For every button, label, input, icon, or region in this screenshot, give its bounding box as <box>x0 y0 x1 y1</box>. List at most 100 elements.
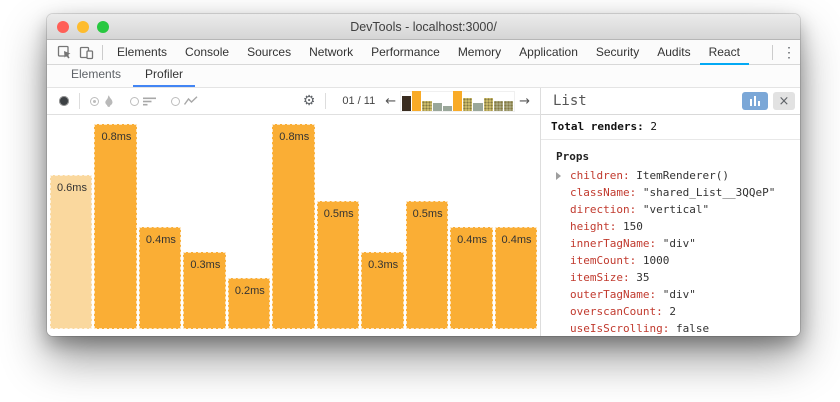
snapshot-mini-bar-6[interactable] <box>453 90 463 111</box>
subtab-profiler[interactable]: Profiler <box>133 64 196 87</box>
interactions-radio[interactable] <box>171 96 180 106</box>
total-renders-row: Total renders: 2 <box>541 115 800 140</box>
bar-chart-icon <box>758 101 760 106</box>
toolbar-divider <box>325 93 327 109</box>
prop-row-useIsScrolling: useIsScrolling: false <box>541 320 800 336</box>
close-panel-button[interactable]: × <box>773 92 795 110</box>
prop-key: innerTagName: <box>570 237 663 250</box>
snapshot-mini-bar-5[interactable] <box>442 105 453 111</box>
commit-bar-7[interactable]: 0.5ms <box>316 201 360 329</box>
snapshot-mini-bar-3[interactable] <box>422 100 432 111</box>
tab-console[interactable]: Console <box>185 44 230 59</box>
device-toolbar-icon[interactable] <box>75 40 97 65</box>
commit-bar-label: 0.6ms <box>57 182 87 194</box>
prop-row-children[interactable]: children: ItemRenderer() <box>541 167 800 184</box>
snapshot-mini-bar-11[interactable] <box>503 100 514 111</box>
props-list: children: ItemRenderer() className: "shar… <box>541 167 800 336</box>
react-subtab-bar: Elements Profiler <box>47 65 800 88</box>
total-renders-label: Total renders: <box>551 120 644 133</box>
snapshot-counter: 01 / 11 <box>342 95 376 107</box>
commit-bar-chart: 0.6ms 0.8ms 0.4ms 0.3ms 0.2ms 0.8ms 0.5ms 0.3ms… <box>47 115 540 336</box>
zoom-window-button[interactable] <box>97 21 109 33</box>
subtabs-container: Elements Profiler <box>59 64 196 87</box>
flamegraph-view-option[interactable] <box>90 95 115 108</box>
prop-key: overscanCount: <box>570 305 670 318</box>
prop-key: direction: <box>570 203 643 216</box>
commit-bar-8[interactable]: 0.3ms <box>361 252 404 329</box>
prop-row-itemCount: itemCount: 1000 <box>541 252 800 269</box>
snapshot-mini-bar-7[interactable] <box>463 97 473 111</box>
snapshot-mini-bar-10[interactable] <box>493 100 503 111</box>
snapshot-mini-bar-8[interactable] <box>473 102 483 111</box>
tab-sources[interactable]: Sources <box>247 44 292 59</box>
commit-bar-6[interactable]: 0.8ms <box>272 124 315 329</box>
prop-value: 35 <box>636 271 650 284</box>
ranked-radio[interactable] <box>130 96 139 106</box>
next-snapshot-arrow-icon[interactable]: → <box>519 93 530 109</box>
tab-memory[interactable]: Memory <box>457 44 502 59</box>
commit-bar-10[interactable]: 0.4ms <box>450 227 493 329</box>
tab-audits[interactable]: Audits <box>657 44 691 59</box>
tabs-container: Elements Console Sources Network Performance… <box>108 40 749 65</box>
snapshot-strip[interactable] <box>400 90 516 112</box>
tab-elements[interactable]: Elements <box>117 44 168 59</box>
minimize-window-button[interactable] <box>77 21 89 33</box>
flamegraph-radio[interactable] <box>90 96 99 106</box>
ranked-view-option[interactable] <box>130 96 156 107</box>
snapshot-mini-bar-4[interactable] <box>432 102 442 111</box>
prop-value: "vertical" <box>642 203 710 216</box>
commit-bar-9[interactable]: 0.5ms <box>405 201 449 329</box>
subtab-elements[interactable]: Elements <box>71 67 122 81</box>
devtools-tab-bar: Elements Console Sources Network Performance… <box>47 40 800 65</box>
prop-key: height: <box>570 220 623 233</box>
inspect-element-icon[interactable] <box>53 40 75 65</box>
toolbar-divider <box>102 44 103 60</box>
commit-bar-label: 0.3ms <box>190 259 221 271</box>
close-window-button[interactable] <box>57 21 69 33</box>
tab-performance[interactable]: Performance <box>371 44 440 59</box>
interactions-chart-icon <box>184 96 198 106</box>
titlebar[interactable]: DevTools - localhost:3000/ <box>47 14 800 40</box>
snapshot-mini-bar-9[interactable] <box>483 97 493 111</box>
commit-bar-label: 0.4ms <box>145 234 176 246</box>
commit-bar-label: 0.3ms <box>368 259 399 271</box>
profiler-pane: ⚙ 01 / 11 ← → 0.6ms 0.8ms 0.4ms 0.3ms 0.2ms 0… <box>47 88 540 336</box>
commit-bar-4[interactable]: 0.3ms <box>183 252 226 329</box>
expand-triangle-icon[interactable] <box>556 172 561 180</box>
tab-network[interactable]: Network <box>309 44 354 59</box>
commit-bar-1[interactable]: 0.6ms <box>50 175 93 329</box>
prop-key: outerTagName: <box>570 288 663 301</box>
overflow-menu-icon[interactable]: ⋮ <box>782 43 796 60</box>
prev-snapshot-arrow-icon[interactable]: ← <box>385 93 397 109</box>
props-section-label: Props <box>556 150 590 163</box>
gear-icon[interactable]: ⚙ <box>302 93 316 109</box>
tab-react[interactable]: React <box>699 40 749 65</box>
interactions-view-option[interactable] <box>171 96 198 106</box>
ranked-chart-icon <box>143 96 156 107</box>
commit-bar-label: 0.4ms <box>501 234 532 246</box>
record-button[interactable] <box>59 96 69 106</box>
commit-bar-label: 0.8ms <box>279 131 310 143</box>
prop-value: "shared_List__3QQeP" <box>642 186 776 199</box>
prop-row-overscanCount: overscanCount: 2 <box>541 303 800 320</box>
commit-bar-2[interactable]: 0.8ms <box>94 124 137 329</box>
prop-value: "div" <box>662 288 696 301</box>
tab-application[interactable]: Application <box>519 44 578 59</box>
prop-key: className: <box>570 186 643 199</box>
prop-value: ItemRenderer() <box>636 169 729 182</box>
prop-value: 2 <box>669 305 676 318</box>
commit-bar-5[interactable]: 0.2ms <box>227 278 271 329</box>
prop-row-direction: direction: "vertical" <box>541 201 800 218</box>
profiler-toolbar: ⚙ 01 / 11 ← → <box>47 88 540 115</box>
snapshot-mini-bar-2[interactable] <box>412 90 422 111</box>
tab-security[interactable]: Security <box>595 44 640 59</box>
details-panel: List × Total renders: 2 Props children: … <box>540 88 800 336</box>
bar-chart-button[interactable] <box>742 92 768 110</box>
commit-bar-11[interactable]: 0.4ms <box>494 227 537 329</box>
selected-component-name: List <box>553 93 587 109</box>
commit-bar-label: 0.4ms <box>457 234 488 246</box>
snapshot-mini-bar-1-selected[interactable] <box>402 95 412 111</box>
commit-bar-3[interactable]: 0.4ms <box>138 227 182 329</box>
commit-bar-label: 0.5ms <box>412 208 443 220</box>
bar-chart-icon <box>754 96 756 106</box>
